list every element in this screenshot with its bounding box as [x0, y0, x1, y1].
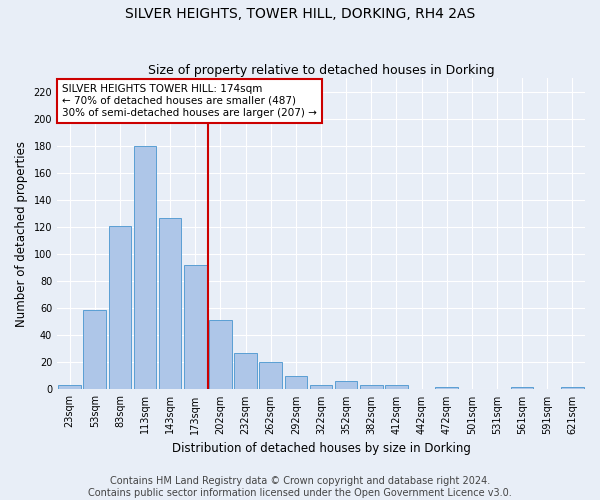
Bar [134, 146, 157, 390]
Bar [58, 386, 81, 390]
Text: SILVER HEIGHTS TOWER HILL: 174sqm
← 70% of detached houses are smaller (487)
30%: SILVER HEIGHTS TOWER HILL: 174sqm ← 70% … [62, 84, 317, 117]
Title: Size of property relative to detached houses in Dorking: Size of property relative to detached ho… [148, 64, 494, 77]
X-axis label: Distribution of detached houses by size in Dorking: Distribution of detached houses by size … [172, 442, 470, 455]
Bar [159, 218, 181, 390]
Bar [284, 376, 307, 390]
Y-axis label: Number of detached properties: Number of detached properties [15, 141, 28, 327]
Bar [310, 386, 332, 390]
Bar [109, 226, 131, 390]
Bar [259, 362, 282, 390]
Bar [436, 386, 458, 390]
Bar [511, 386, 533, 390]
Bar [385, 386, 408, 390]
Bar [184, 265, 206, 390]
Bar [83, 310, 106, 390]
Bar [561, 386, 584, 390]
Text: SILVER HEIGHTS, TOWER HILL, DORKING, RH4 2AS: SILVER HEIGHTS, TOWER HILL, DORKING, RH4… [125, 8, 475, 22]
Bar [335, 382, 358, 390]
Bar [234, 353, 257, 390]
Bar [209, 320, 232, 390]
Text: Contains HM Land Registry data © Crown copyright and database right 2024.
Contai: Contains HM Land Registry data © Crown c… [88, 476, 512, 498]
Bar [360, 386, 383, 390]
